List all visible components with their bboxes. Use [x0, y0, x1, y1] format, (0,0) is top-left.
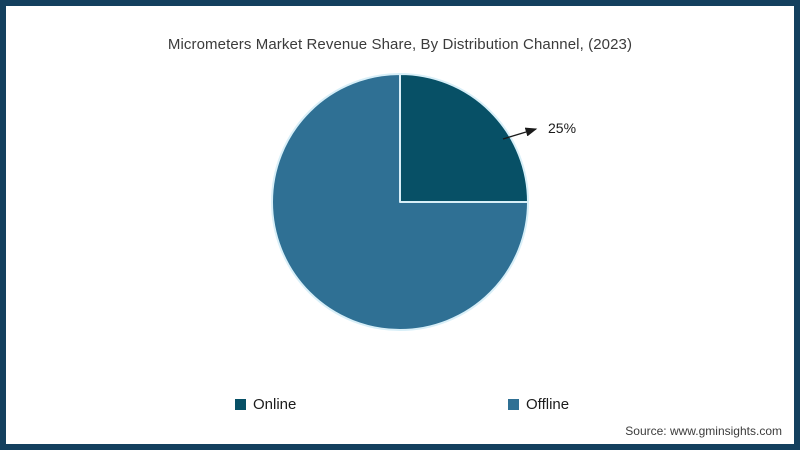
legend-label-offline: Offline	[526, 396, 570, 413]
pie-slice-offline[interactable]	[271, 73, 529, 331]
offline-swatch-icon	[508, 399, 519, 410]
pie-slices	[271, 73, 529, 331]
annotation-label: 25%	[548, 120, 577, 136]
chart-title: Micrometers Market Revenue Share, By Dis…	[167, 36, 633, 53]
pie-slice-online[interactable]	[399, 73, 529, 203]
source-credit: Source: www.gminsights.com	[625, 424, 782, 438]
annotation-arrow	[502, 127, 538, 140]
legend-item-online[interactable]: Online	[235, 395, 296, 414]
online-swatch-icon	[235, 399, 246, 410]
legend-label-online: Online	[253, 396, 297, 413]
legend-item-offline[interactable]: Offline	[508, 395, 569, 414]
